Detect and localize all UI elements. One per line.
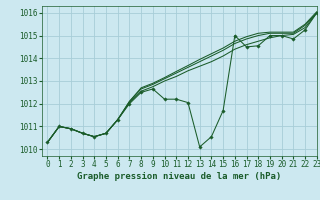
X-axis label: Graphe pression niveau de la mer (hPa): Graphe pression niveau de la mer (hPa) [77, 172, 281, 181]
